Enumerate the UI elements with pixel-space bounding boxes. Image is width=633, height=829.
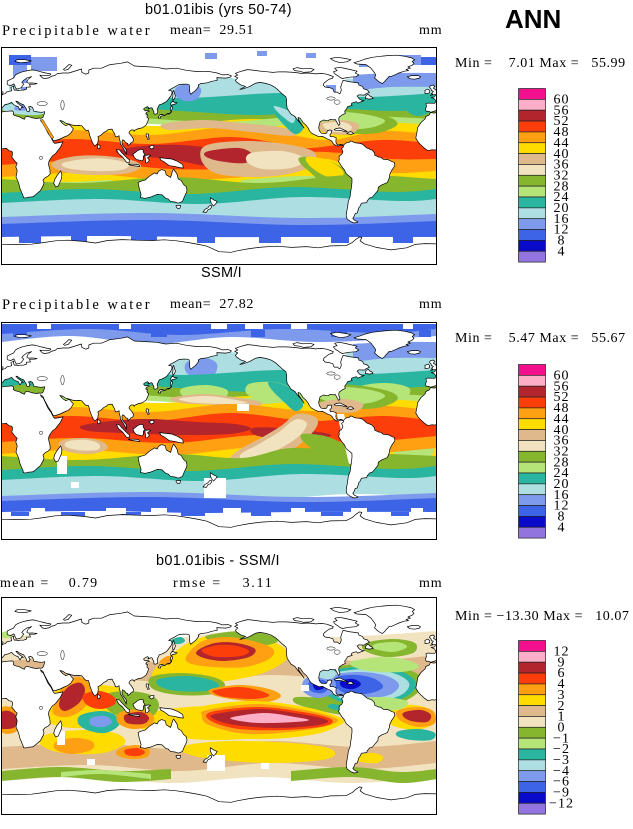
svg-text:52: 52 xyxy=(554,114,570,129)
svg-text:52: 52 xyxy=(554,390,570,405)
svg-text:9: 9 xyxy=(558,655,566,670)
svg-text:−1: −1 xyxy=(553,731,570,746)
svg-text:28: 28 xyxy=(554,455,570,470)
svg-text:8: 8 xyxy=(558,510,566,525)
svg-text:6: 6 xyxy=(558,666,566,681)
svg-text:36: 36 xyxy=(554,158,570,173)
svg-text:56: 56 xyxy=(554,379,570,394)
svg-text:44: 44 xyxy=(554,136,570,151)
svg-text:3: 3 xyxy=(558,688,566,703)
svg-text:40: 40 xyxy=(554,423,570,438)
svg-text:12: 12 xyxy=(554,645,570,660)
svg-text:1: 1 xyxy=(558,710,566,725)
svg-text:−3: −3 xyxy=(553,753,570,768)
svg-text:28: 28 xyxy=(554,179,570,194)
svg-text:4: 4 xyxy=(558,520,566,535)
svg-text:40: 40 xyxy=(554,147,570,162)
svg-text:12: 12 xyxy=(554,499,570,514)
svg-text:60: 60 xyxy=(554,369,570,384)
svg-text:24: 24 xyxy=(554,190,570,205)
svg-text:8: 8 xyxy=(558,234,566,249)
svg-text:20: 20 xyxy=(554,201,570,216)
svg-text:4: 4 xyxy=(558,677,566,692)
svg-text:−12: −12 xyxy=(549,796,574,811)
svg-text:−4: −4 xyxy=(553,764,570,779)
svg-text:12: 12 xyxy=(554,223,570,238)
svg-text:4: 4 xyxy=(558,244,566,259)
svg-text:20: 20 xyxy=(554,477,570,492)
svg-text:−9: −9 xyxy=(553,786,570,801)
svg-text:−6: −6 xyxy=(553,775,570,790)
svg-text:−2: −2 xyxy=(553,742,570,757)
svg-text:2: 2 xyxy=(558,699,566,714)
svg-text:0: 0 xyxy=(558,721,566,736)
svg-text:56: 56 xyxy=(554,103,570,118)
svg-text:24: 24 xyxy=(554,466,570,481)
svg-text:60: 60 xyxy=(554,93,570,108)
svg-text:48: 48 xyxy=(554,125,570,140)
svg-text:44: 44 xyxy=(554,412,570,427)
svg-text:16: 16 xyxy=(554,212,570,227)
svg-text:32: 32 xyxy=(554,169,570,184)
svg-text:36: 36 xyxy=(554,434,570,449)
svg-text:16: 16 xyxy=(554,488,570,503)
svg-text:32: 32 xyxy=(554,445,570,460)
svg-text:48: 48 xyxy=(554,401,570,416)
